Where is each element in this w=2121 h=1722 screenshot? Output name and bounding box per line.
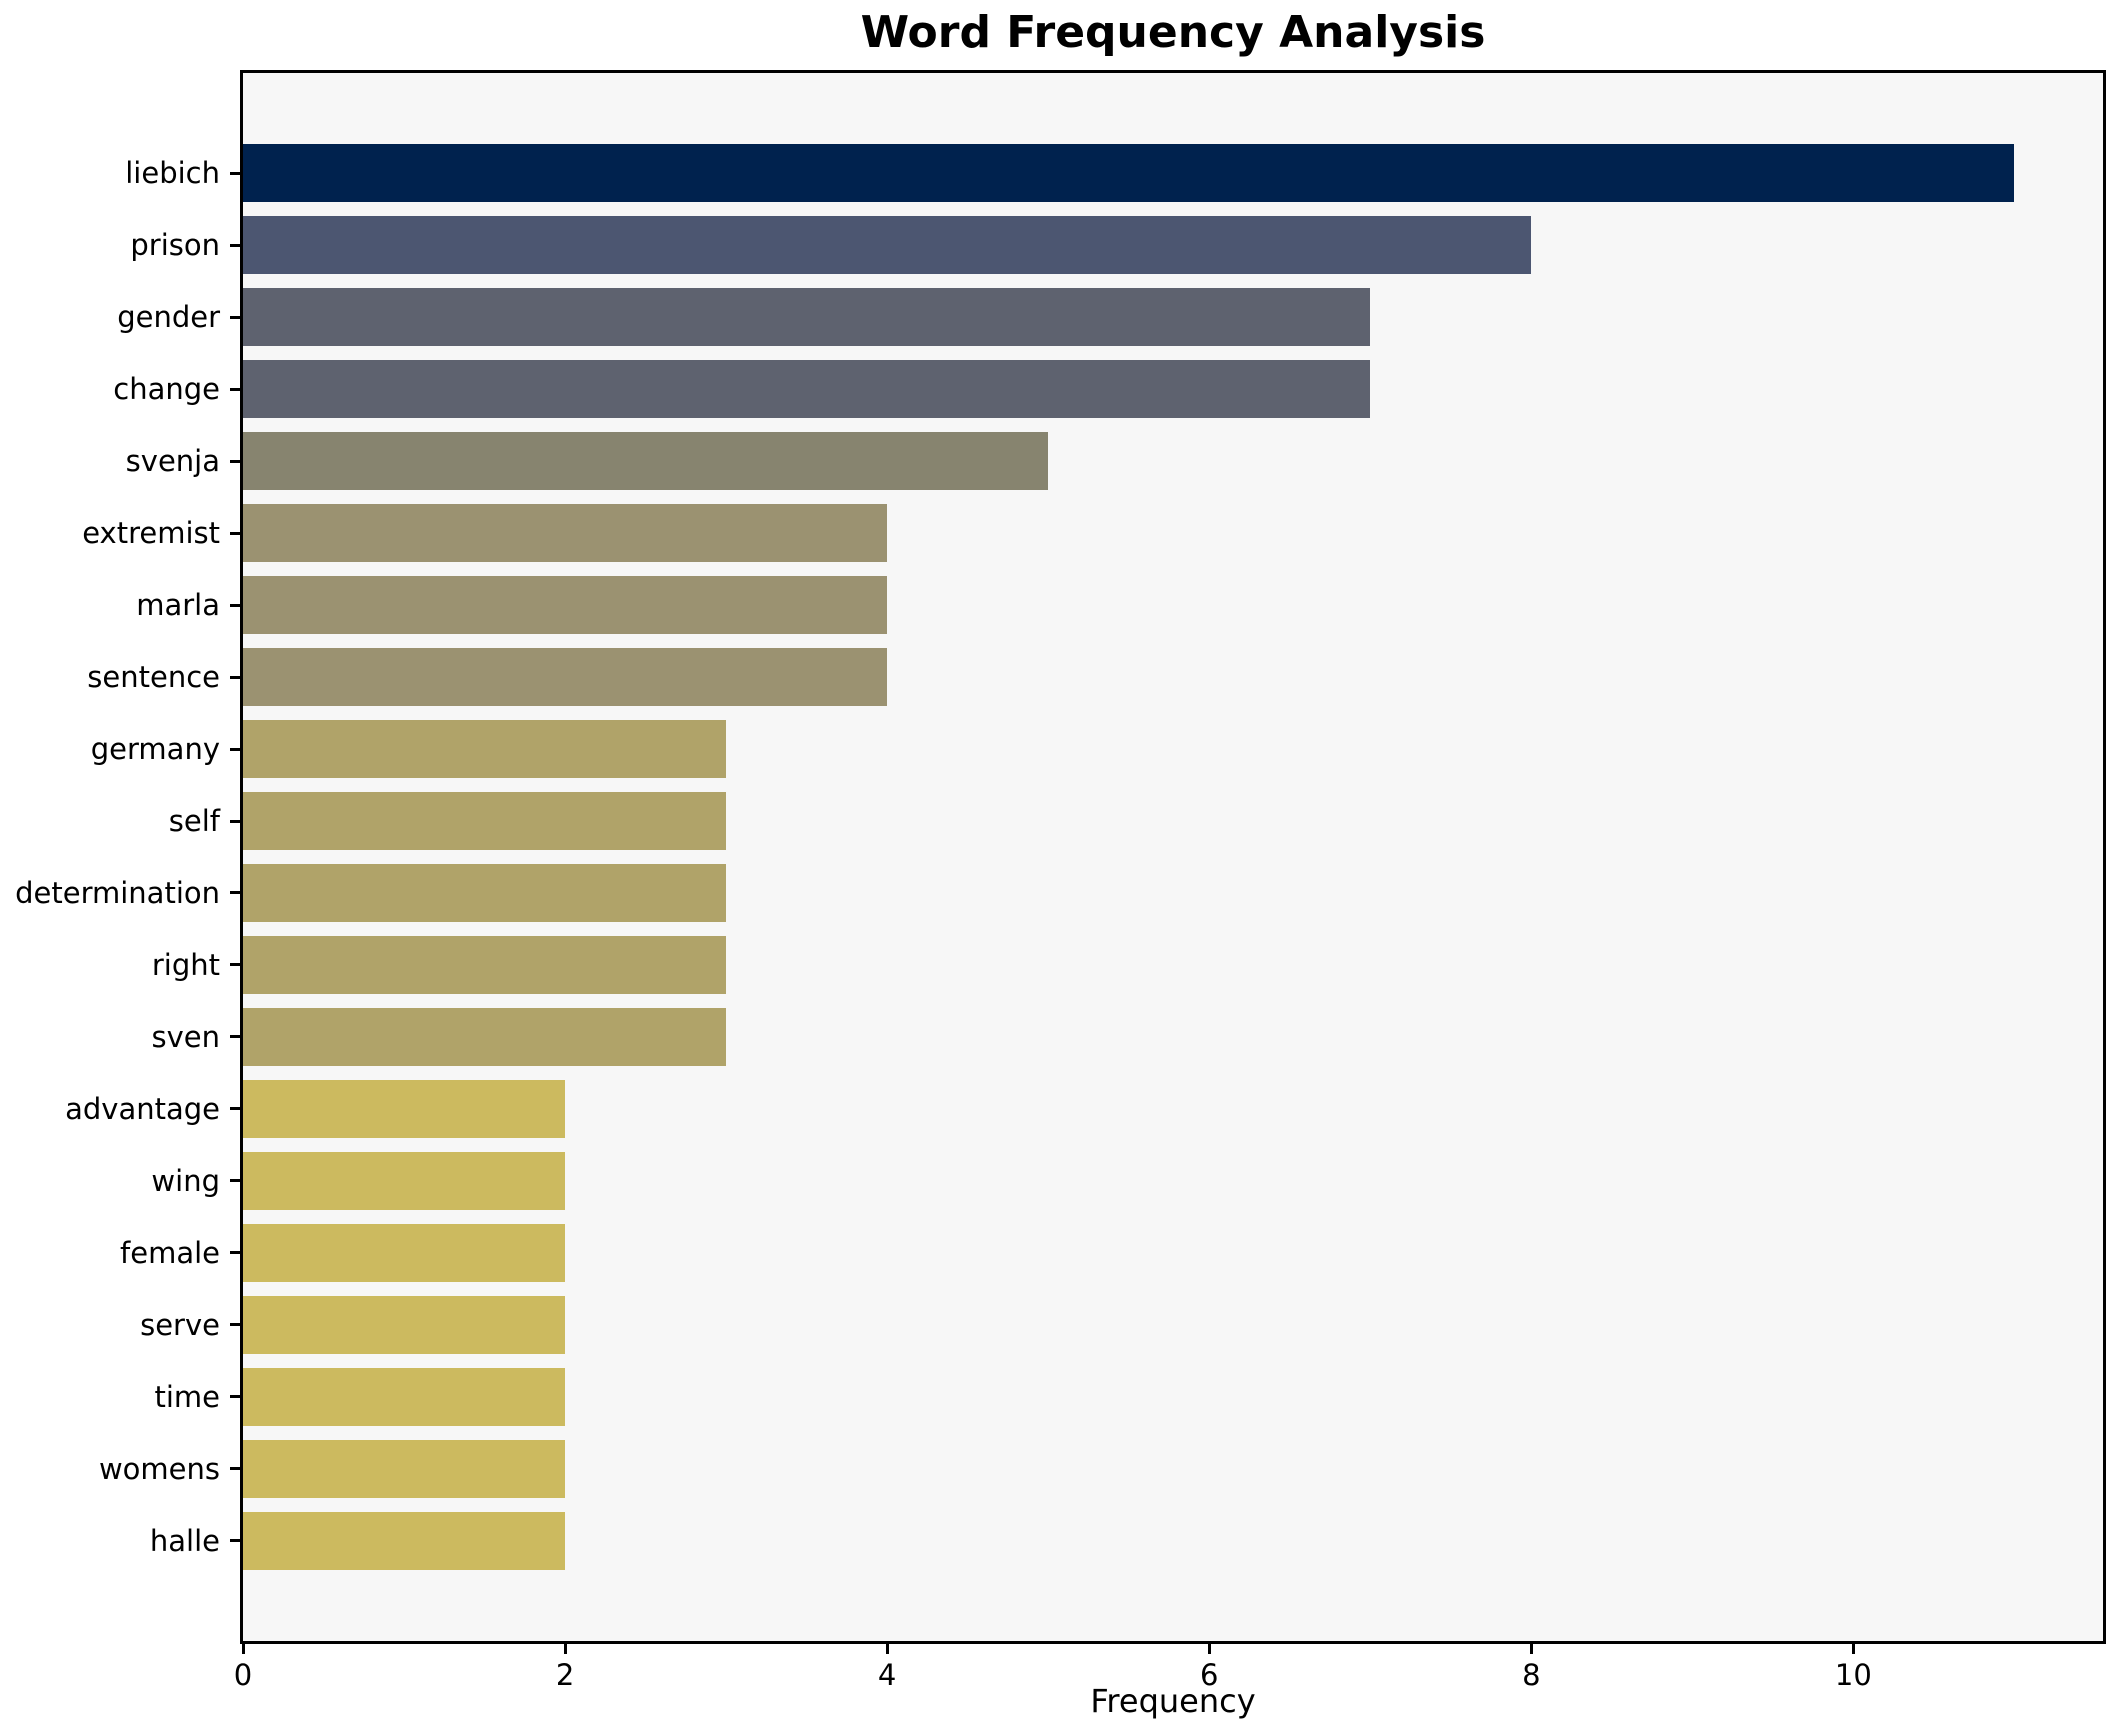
y-tick-sven [230, 1035, 240, 1039]
bar-germany [243, 720, 727, 778]
bar-advantage [243, 1080, 566, 1138]
y-tick-label-gender: gender [117, 300, 220, 335]
y-tick-label-extremist: extremist [82, 516, 220, 551]
y-tick-label-sentence: sentence [87, 660, 220, 695]
y-tick-halle [230, 1539, 240, 1543]
x-tick-label-2: 2 [555, 1658, 575, 1692]
y-tick-label-wing: wing [151, 1163, 220, 1198]
bar-gender [243, 288, 1371, 346]
y-tick-time [230, 1395, 240, 1399]
bar-serve [243, 1296, 566, 1354]
y-tick-label-liebich: liebich [125, 156, 220, 191]
y-tick-womens [230, 1467, 240, 1471]
bar-prison [243, 216, 1532, 274]
bar-sven [243, 1008, 727, 1066]
y-tick-label-female: female [120, 1235, 220, 1270]
y-tick-wing [230, 1179, 240, 1183]
x-tick-4 [885, 1644, 889, 1654]
y-tick-germany [230, 747, 240, 751]
y-tick-marla [230, 603, 240, 607]
bar-time [243, 1368, 566, 1426]
y-tick-liebich [230, 171, 240, 175]
bar-womens [243, 1440, 566, 1498]
y-tick-label-sven: sven [151, 1019, 221, 1054]
y-tick-change [230, 387, 240, 391]
y-tick-label-advantage: advantage [65, 1091, 220, 1126]
x-tick-label-10: 10 [1834, 1658, 1872, 1692]
x-tick-6 [1207, 1644, 1211, 1654]
y-tick-label-marla: marla [136, 588, 220, 623]
x-tick-2 [563, 1644, 567, 1654]
y-tick-label-halle: halle [149, 1523, 220, 1558]
y-tick-label-self: self [168, 804, 220, 838]
x-tick-10 [1851, 1644, 1855, 1654]
bar-halle [243, 1512, 566, 1570]
y-tick-label-right: right [151, 947, 220, 982]
y-tick-label-time: time [154, 1379, 220, 1414]
y-tick-label-prison: prison [130, 228, 220, 263]
y-tick-prison [230, 243, 240, 247]
y-tick-female [230, 1251, 240, 1255]
y-tick-label-germany: germany [90, 732, 220, 766]
bar-sentence [243, 648, 888, 706]
plot-area: liebich prison gender change svenja extremist… [15, 70, 2106, 1691]
y-tick-gender [230, 315, 240, 319]
bar-change [243, 360, 1371, 418]
y-tick-right [230, 963, 240, 967]
y-tick-extremist [230, 531, 240, 535]
y-tick-svenja [230, 459, 240, 463]
bar-extremist [243, 504, 888, 562]
bar-female [243, 1224, 566, 1282]
x-tick-label-0: 0 [233, 1658, 253, 1692]
bar-wing [243, 1152, 566, 1210]
bar-marla [243, 576, 888, 634]
y-tick-label-determination: determination [15, 875, 220, 910]
y-tick-advantage [230, 1107, 240, 1111]
y-tick-determination [230, 891, 240, 895]
chart-title: Word Frequency Analysis [860, 7, 1486, 58]
bar-determination [243, 864, 727, 922]
bar-liebich [243, 144, 2015, 202]
x-tick-label-4: 4 [877, 1658, 897, 1692]
x-tick-8 [1529, 1644, 1533, 1654]
y-tick-sentence [230, 675, 240, 679]
x-tick-0 [241, 1644, 245, 1654]
x-tick-label-6: 6 [1199, 1658, 1219, 1692]
x-axis-label: Frequency [1090, 1682, 1256, 1720]
y-tick-label-serve: serve [140, 1307, 220, 1342]
x-tick-label-8: 8 [1522, 1658, 1541, 1692]
y-tick-label-womens: womens [98, 1451, 220, 1486]
y-tick-label-svenja: svenja [125, 444, 220, 479]
y-tick-serve [230, 1323, 240, 1327]
bar-svenja [243, 432, 1049, 490]
y-tick-self [230, 819, 240, 823]
bar-self [243, 792, 727, 850]
bar-right [243, 936, 727, 994]
y-tick-label-change: change [113, 372, 220, 407]
